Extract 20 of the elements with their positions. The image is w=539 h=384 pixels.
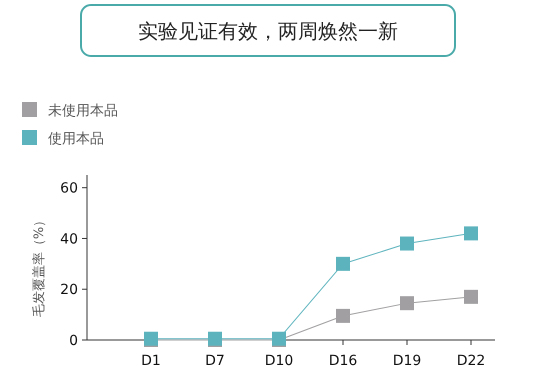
x-tick-label: D10 bbox=[264, 353, 294, 369]
x-tick-label: D7 bbox=[205, 353, 225, 369]
point bbox=[464, 290, 478, 304]
legend-label: 使用本品 bbox=[48, 131, 104, 147]
x-tick-label: D1 bbox=[141, 353, 161, 369]
point bbox=[400, 236, 414, 251]
x-tick-label: D19 bbox=[392, 353, 422, 369]
y-axis-title: 毛发覆盖率（%） bbox=[31, 214, 47, 318]
x-tick-label: D22 bbox=[456, 353, 486, 369]
chart-title: 实验见证有效，两周焕然一新 bbox=[138, 19, 398, 43]
point bbox=[464, 226, 478, 240]
point bbox=[400, 296, 414, 310]
x-tick-label: D16 bbox=[328, 353, 358, 369]
y-tick-label: 40 bbox=[60, 231, 78, 248]
y-tick-label: 0 bbox=[69, 333, 78, 349]
y-tick-label: 20 bbox=[60, 282, 78, 298]
y-tick-label: 60 bbox=[60, 180, 78, 197]
point bbox=[336, 308, 350, 323]
legend-label: 未使用本品 bbox=[48, 103, 118, 119]
point bbox=[336, 256, 350, 271]
